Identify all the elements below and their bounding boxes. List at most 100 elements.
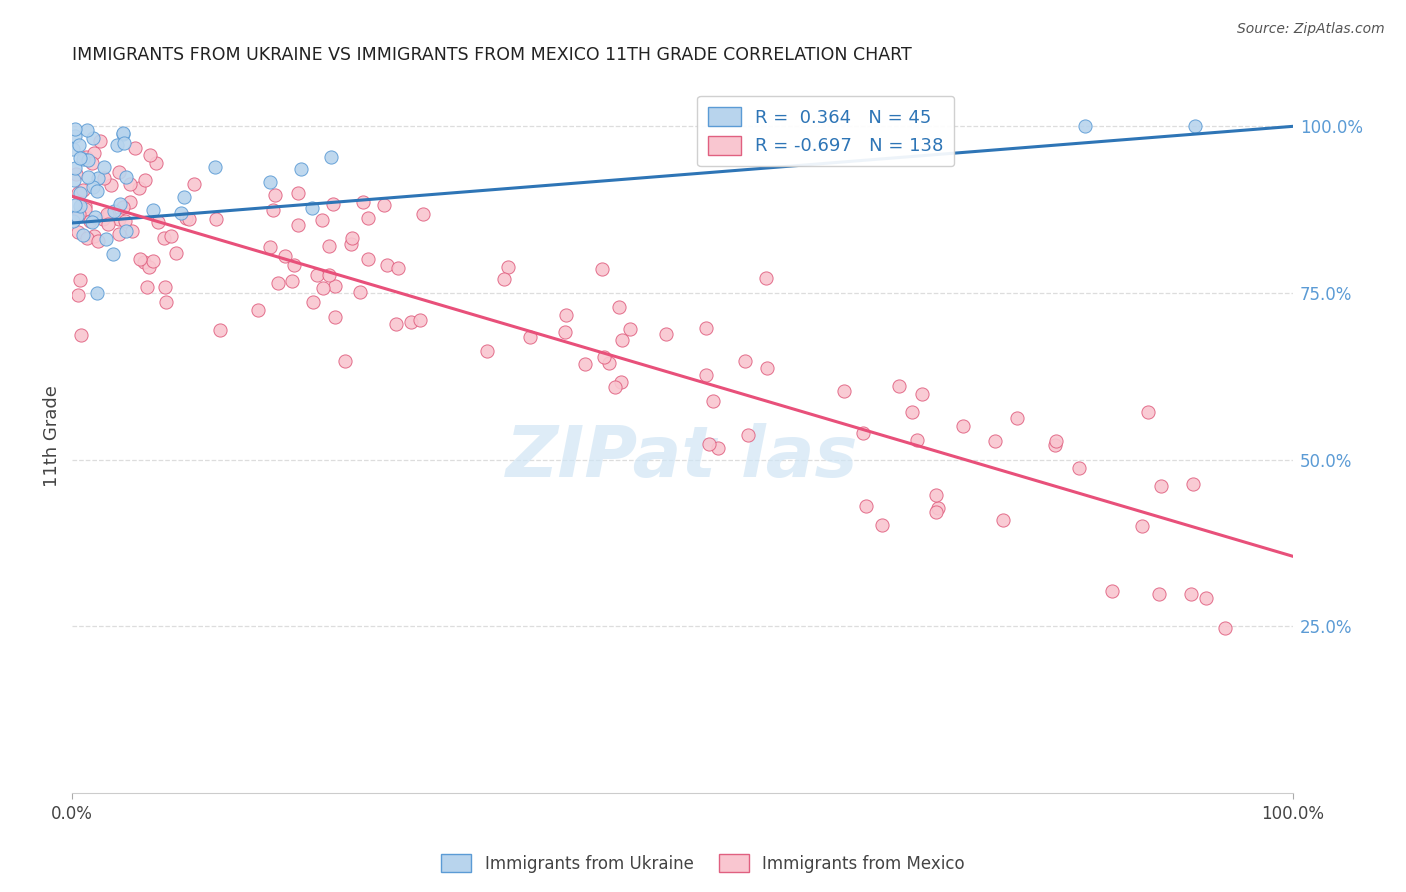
Point [574,357,596,371]
Point [142,202,165,217]
Point [287,218,309,232]
Point [107,165,129,179]
Point [737,427,759,442]
Point [373,198,395,212]
Point [333,354,356,368]
Point [69,151,91,165]
Point [62,213,84,227]
Point [77,153,100,167]
Point [832,384,855,399]
Point [301,201,323,215]
Point [905,433,928,447]
Point [695,368,717,382]
Point [1180,586,1202,600]
Point [340,231,363,245]
Point [707,441,730,455]
Point [97,207,120,221]
Point [1136,405,1159,419]
Point [311,280,333,294]
Point [103,204,125,219]
Point [259,175,281,189]
Point [76,230,98,244]
Point [952,419,974,434]
Point [654,326,676,341]
Point [65,128,87,143]
Point [1184,120,1206,134]
Point [67,206,90,220]
Point [65,122,87,136]
Point [311,213,333,227]
Point [475,344,498,359]
Point [65,167,87,181]
Point [900,405,922,419]
Point [387,261,409,276]
Y-axis label: 11th Grade: 11th Grade [44,385,60,487]
Point [262,203,284,218]
Point [69,199,91,213]
Point [112,136,135,151]
Point [290,161,312,176]
Point [593,350,616,364]
Point [1213,621,1236,635]
Point [925,505,948,519]
Point [139,148,162,162]
Point [96,232,118,246]
Point [409,313,432,327]
Point [72,182,94,196]
Point [924,488,946,502]
Point [121,224,143,238]
Point [357,211,380,226]
Point [307,268,329,283]
Point [323,279,346,293]
Point [89,134,111,148]
Point [554,308,576,322]
Point [93,160,115,174]
Point [69,137,91,152]
Point [598,356,620,370]
Point [129,252,152,267]
Point [852,425,875,440]
Point [72,227,94,242]
Point [145,156,167,170]
Point [855,499,877,513]
Point [72,152,94,166]
Point [1045,437,1067,451]
Point [112,126,135,140]
Point [108,196,131,211]
Text: ZIPat las: ZIPat las [506,423,859,492]
Point [66,288,89,302]
Point [76,123,98,137]
Point [70,328,93,343]
Point [111,128,134,142]
Point [80,214,103,228]
Point [1074,120,1097,134]
Point [97,217,120,231]
Point [318,268,340,283]
Point [138,260,160,275]
Point [62,142,84,156]
Point [322,197,344,211]
Point [86,171,108,186]
Point [1045,434,1067,448]
Point [62,173,84,187]
Point [610,376,633,390]
Point [83,228,105,243]
Point [412,207,434,221]
Point [870,517,893,532]
Point [702,393,724,408]
Point [86,184,108,198]
Point [65,161,87,175]
Point [204,160,226,174]
Point [385,317,408,331]
Point [153,279,176,293]
Point [927,500,949,515]
Point [984,434,1007,449]
Point [283,258,305,272]
Point [259,240,281,254]
Point [1181,477,1204,491]
Point [208,323,231,337]
Point [734,354,756,368]
Point [101,246,124,260]
Point [132,255,155,269]
Point [399,315,422,329]
